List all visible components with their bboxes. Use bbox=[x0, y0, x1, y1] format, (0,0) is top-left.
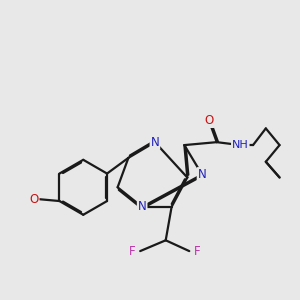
Text: F: F bbox=[194, 244, 200, 258]
Text: F: F bbox=[129, 244, 136, 258]
Text: N: N bbox=[198, 168, 206, 181]
Text: N: N bbox=[151, 136, 159, 148]
Text: NH: NH bbox=[232, 140, 249, 150]
Text: N: N bbox=[138, 200, 146, 213]
Text: O: O bbox=[29, 193, 39, 206]
Text: O: O bbox=[204, 114, 214, 127]
